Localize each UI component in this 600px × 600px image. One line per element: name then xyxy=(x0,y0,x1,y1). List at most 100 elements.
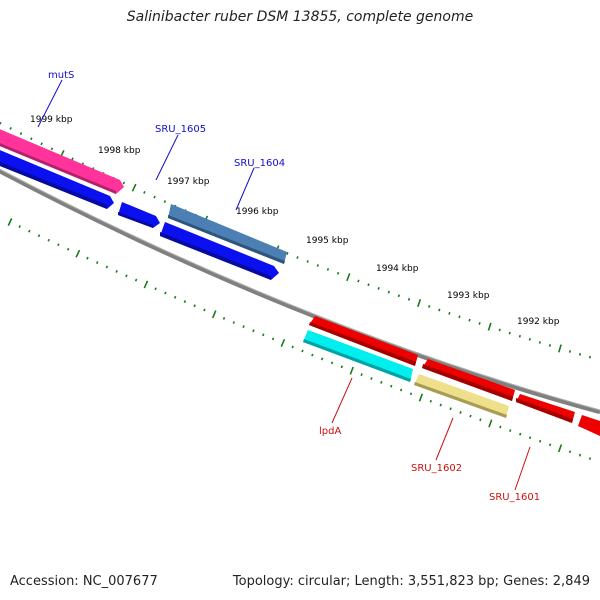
gene-blue-3[interactable] xyxy=(160,222,279,280)
inner-tick xyxy=(211,310,217,319)
inner-tick xyxy=(57,243,60,247)
gene-blue-1[interactable] xyxy=(0,146,114,209)
inner-tick xyxy=(18,225,21,229)
label-SRU-1601[interactable]: SRU_1601 xyxy=(489,492,540,503)
outer-tick xyxy=(286,252,289,255)
gene-SRU-1602-shade xyxy=(414,382,507,418)
gene-SRU-1605-shade xyxy=(118,212,153,228)
inner-tick xyxy=(47,238,50,242)
inner-tick xyxy=(349,366,354,375)
inner-tick xyxy=(538,439,542,443)
gene-blue-3-shade xyxy=(160,232,271,280)
outer-tick xyxy=(122,181,126,185)
outer-tick xyxy=(153,195,156,199)
reverse-strand-genes xyxy=(0,146,509,418)
inner-tick xyxy=(115,269,118,273)
genome-backbone-highlight xyxy=(0,168,600,411)
inner-tick xyxy=(280,338,286,348)
gene-SRU-1605[interactable] xyxy=(118,202,160,228)
gene-red-4[interactable] xyxy=(578,415,600,436)
gene-labels: mutS SRU_1605 SRU_1604 lpdA SRU_1602 SRU… xyxy=(48,70,540,503)
outer-tick xyxy=(548,344,552,347)
pointer-SRU-1604 xyxy=(235,167,255,211)
inner-tick xyxy=(86,256,89,260)
outer-tick xyxy=(30,137,33,141)
inner-tick xyxy=(528,436,532,440)
outer-tick xyxy=(306,260,309,263)
inner-tick xyxy=(154,287,157,291)
inner-tick xyxy=(429,399,432,403)
label-mutS[interactable]: mutS xyxy=(48,70,74,81)
outer-tick xyxy=(498,328,501,332)
accession-text: Accession: NC_007677 xyxy=(10,574,158,589)
outer-tick xyxy=(367,283,370,287)
label-lpdA[interactable]: lpdA xyxy=(319,426,341,437)
outer-tick xyxy=(578,352,582,356)
outer-tick xyxy=(336,271,340,275)
gene-SRU-1602[interactable] xyxy=(414,374,509,418)
outer-tick xyxy=(458,315,461,319)
map-title: Salinibacter ruber DSM 13855, complete g… xyxy=(126,9,474,25)
inner-tick xyxy=(519,432,522,436)
outer-tick xyxy=(377,287,380,290)
inner-tick xyxy=(7,218,13,226)
gene-red-2-shade xyxy=(422,364,513,401)
scale-labels: 1999 kbp 1998 kbp 1997 kbp 1996 kbp 1995… xyxy=(30,115,560,327)
inner-tick xyxy=(588,457,592,460)
inner-tick xyxy=(28,229,31,233)
outer-tick xyxy=(448,311,451,315)
scale-label-1997: 1997 kbp xyxy=(167,177,210,187)
gene-SRU-1604[interactable] xyxy=(168,204,287,264)
outer-tick xyxy=(357,279,360,283)
inner-tick xyxy=(340,365,344,369)
inner-tick xyxy=(399,388,403,392)
gene-lpdA[interactable] xyxy=(303,330,413,382)
outer-tick xyxy=(438,308,441,312)
inner-tick xyxy=(143,280,149,289)
scale-label-1999: 1999 kbp xyxy=(30,115,73,125)
inner-tick xyxy=(252,329,255,333)
inner-tick xyxy=(134,278,138,282)
inner-tick xyxy=(232,321,236,324)
outer-tick xyxy=(71,157,74,161)
inner-tick xyxy=(499,425,502,429)
outer-tick xyxy=(518,334,521,338)
inner-tick xyxy=(222,316,226,320)
label-SRU-1605[interactable]: SRU_1605 xyxy=(155,124,206,135)
inner-tick xyxy=(479,418,482,422)
outer-tick xyxy=(568,350,572,353)
pointer-SRU-1605 xyxy=(155,134,179,181)
outer-tick xyxy=(407,297,411,301)
pointer-lpdA xyxy=(331,377,353,424)
outer-tick xyxy=(508,331,511,335)
label-SRU-1604[interactable]: SRU_1604 xyxy=(234,158,285,169)
outer-tick xyxy=(296,256,299,259)
inner-tick xyxy=(95,261,99,265)
inner-tick xyxy=(439,403,442,407)
inner-tick xyxy=(578,453,582,457)
scale-label-1995: 1995 kbp xyxy=(306,236,349,246)
label-SRU-1602[interactable]: SRU_1602 xyxy=(411,463,462,474)
inner-tick xyxy=(370,377,373,380)
gene-blue-1-shade xyxy=(0,162,107,209)
outer-tick xyxy=(9,127,12,130)
outer-tick xyxy=(143,190,146,194)
outer-tick xyxy=(487,322,492,331)
pointer-SRU-1601 xyxy=(514,446,531,491)
gene-mutS[interactable] xyxy=(0,125,124,194)
inner-tick xyxy=(409,392,413,396)
genome-backbone xyxy=(0,168,600,415)
outer-tick xyxy=(538,341,541,344)
inner-tick xyxy=(125,274,128,278)
inner-tick xyxy=(203,308,206,312)
outer-tick xyxy=(417,298,422,307)
inner-tick xyxy=(193,304,196,308)
inner-tick xyxy=(469,414,472,418)
scale-label-1994: 1994 kbp xyxy=(376,264,419,274)
inner-tick xyxy=(320,357,324,361)
outer-tick xyxy=(316,264,320,267)
outer-tick xyxy=(558,344,562,353)
inner-tick xyxy=(311,353,314,357)
topology-summary: Topology: circular; Length: 3,551,823 bp… xyxy=(232,574,590,589)
pointer-mutS xyxy=(37,79,63,128)
